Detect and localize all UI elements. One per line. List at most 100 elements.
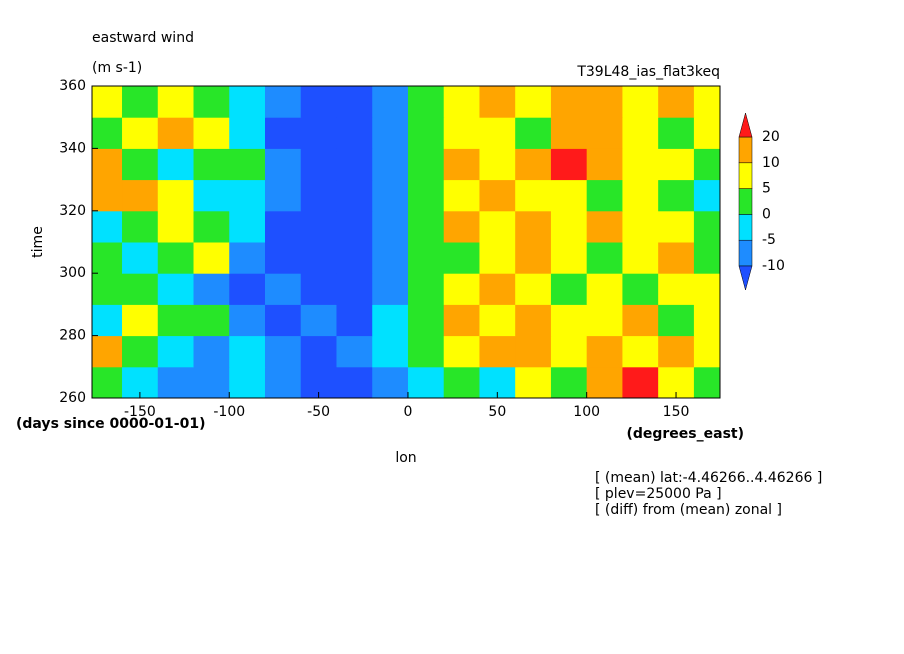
field-cell [157,242,195,274]
field-cell [92,179,123,212]
field-cell [586,86,623,118]
field-cell [550,179,588,212]
field-cell [622,366,659,399]
field-cell [157,148,195,181]
field-cell [92,86,123,118]
field-cell [122,148,159,181]
field-cell [586,179,623,212]
field-cell [92,117,123,149]
field-cell [300,148,337,181]
field-cell [693,273,721,305]
field-cell [229,86,266,118]
colorbar-segment [738,136,753,164]
field-cell [586,335,623,368]
field-cell [586,273,623,305]
field-cell [515,273,552,305]
field-cell [336,304,373,337]
field-cell [693,335,721,368]
y-tick-label: 340 [59,140,86,156]
field-cell [407,242,445,274]
field-cell [92,242,123,274]
field-cell [336,117,373,149]
field-cell [122,86,159,118]
field-cell [336,273,373,305]
field-cell [586,366,623,399]
field-cell [92,366,123,399]
field-cell [193,273,230,305]
field-cell [372,86,409,118]
field-cell [407,117,445,149]
colorbar-extend-low [738,265,753,291]
field-cell [443,335,480,368]
field-cell [443,86,480,118]
field-cell [122,179,159,212]
field-cell [92,148,123,181]
field-cell [586,304,623,337]
field-cell [372,242,409,274]
field-cell [193,148,230,181]
field-cell [658,304,695,337]
field-cell [550,86,588,118]
field-cell [229,366,266,399]
field-cell [92,273,123,305]
field-cell [372,304,409,337]
field-cell [658,210,695,243]
field-cell [336,179,373,212]
note: [ (diff) from (mean) zonal ] [595,502,782,518]
field-cell [658,242,695,274]
field-cell [300,117,337,149]
field-cell [550,273,588,305]
field-cell [157,117,195,149]
field-cell [264,210,302,243]
y-tick-label: 360 [59,78,86,94]
x-axis-units: (degrees_east) [626,426,744,442]
field-cell [264,304,302,337]
field-cell [622,179,659,212]
field-cell [586,117,623,149]
field-cell [622,210,659,243]
y-tick-label: 280 [59,328,86,344]
field-cell [122,304,159,337]
field-cell [122,210,159,243]
field-cell [693,117,721,149]
x-tick-label: 100 [573,404,600,420]
field-cell [407,335,445,368]
field-cell [193,117,230,149]
field-cell [336,335,373,368]
colorbar-label: 5 [762,181,771,197]
field-cell [443,210,480,243]
note: [ plev=25000 Pa ] [595,486,722,502]
y-tick-label: 260 [59,390,86,406]
field-cell [693,179,721,212]
field-cell [229,179,266,212]
field-cell [443,304,480,337]
field-cell [515,117,552,149]
field-cell [122,273,159,305]
field-cell [658,179,695,212]
field-cell [443,179,480,212]
field-cell [157,179,195,212]
x-tick-label: -100 [213,404,245,420]
field-cell [300,242,337,274]
units: (m s-1) [92,60,142,76]
field-cell [193,179,230,212]
field-cell [229,210,266,243]
field-cell [479,304,516,337]
field-cell [407,366,445,399]
field-cell [407,273,445,305]
field-cell [193,335,230,368]
field-cell [479,210,516,243]
field-cell [157,86,195,118]
field-cell [336,242,373,274]
field-cell [336,366,373,399]
field-cell [515,86,552,118]
colorbar-label: 20 [762,129,780,145]
field-cell [264,366,302,399]
field-cell [658,335,695,368]
field-cell [92,210,123,243]
field-cell [407,210,445,243]
field-cell [300,335,337,368]
field-cell [693,148,721,181]
field-cell [264,179,302,212]
